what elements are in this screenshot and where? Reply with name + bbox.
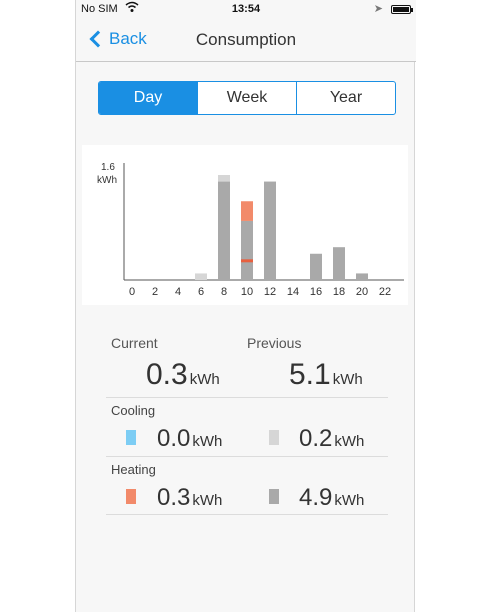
previous-label: Previous: [247, 335, 302, 351]
tab-week[interactable]: Week: [198, 82, 297, 114]
period-segmented-control: Day Week Year: [98, 81, 396, 115]
x-tick-label: 2: [152, 286, 158, 298]
cooling-current-unit: kWh: [192, 433, 223, 450]
chart-bars: [195, 175, 368, 280]
cooling-previous-unit: kWh: [334, 433, 365, 450]
heating-previous-unit: kWh: [334, 492, 365, 509]
carrier-label: No SIM: [81, 3, 118, 15]
heating-label: Heating: [111, 462, 156, 477]
cooling-current: 0.0 kWh: [157, 425, 222, 453]
chart-bar: [218, 175, 230, 182]
current-total-value: 0.3: [146, 358, 188, 391]
heating-current-swatch: [126, 489, 136, 504]
x-tick-label: 16: [310, 286, 322, 298]
previous-total-value: 5.1: [289, 358, 331, 391]
status-time: 13:54: [231, 3, 261, 15]
cooling-previous: 0.2 kWh: [299, 425, 364, 453]
chart-svg: 1.6 kWh 0 2 4 6 8 10 12 14 16 18 20 22: [97, 162, 404, 298]
x-tick-label: 20: [356, 286, 368, 298]
chart-bar: [264, 181, 276, 280]
x-tick-label: 4: [175, 286, 181, 298]
cooling-current-swatch: [126, 430, 136, 445]
y-tick-value: 1.6: [101, 162, 115, 173]
phone-screen: No SIM 13:54 ➤ Back Consumption Day Week…: [75, 0, 416, 612]
status-bar: No SIM 13:54 ➤: [76, 0, 416, 20]
current-total-unit: kWh: [189, 371, 220, 388]
x-tick-label: 18: [333, 286, 345, 298]
cooling-label: Cooling: [111, 403, 156, 418]
divider: [106, 514, 388, 515]
chart-bar: [241, 220, 253, 280]
previous-total-unit: kWh: [332, 371, 363, 388]
previous-total: 5.1 kWh: [289, 358, 363, 392]
back-button-label: Back: [109, 29, 147, 48]
current-total: 0.3 kWh: [146, 358, 220, 392]
wifi-icon: [125, 1, 139, 16]
heating-previous: 4.9 kWh: [299, 484, 364, 512]
heating-previous-swatch: [269, 489, 279, 504]
cooling-previous-swatch: [269, 430, 279, 445]
chart-bar: [310, 253, 322, 280]
x-tick-label: 22: [379, 286, 391, 298]
cooling-current-value: 0.0: [157, 425, 191, 452]
navigation-bar: Back Consumption: [76, 20, 416, 62]
battery-icon: [391, 5, 413, 14]
tab-day[interactable]: Day: [99, 82, 198, 114]
heating-current-value: 0.3: [157, 484, 191, 511]
x-tick-label: 12: [264, 286, 276, 298]
tab-year[interactable]: Year: [329, 89, 363, 106]
x-tick-label: 6: [198, 286, 204, 298]
divider: [106, 456, 388, 457]
chart-bar: [195, 273, 207, 280]
x-tick-labels: 0 2 4 6 8 10 12 14 16 18 20 22: [129, 286, 391, 298]
heating-previous-value: 4.9: [299, 484, 333, 511]
chart-bar: [356, 273, 368, 280]
chart-bar: [333, 247, 345, 280]
location-arrow-icon: ➤: [373, 3, 383, 15]
x-tick-label: 10: [241, 286, 253, 298]
page-title: Consumption: [195, 30, 297, 49]
current-label: Current: [111, 335, 158, 351]
heating-current-unit: kWh: [192, 492, 223, 509]
current-hour-marker: [241, 259, 253, 263]
cooling-previous-value: 0.2: [299, 425, 333, 452]
divider: [106, 397, 388, 398]
x-tick-label: 14: [287, 286, 299, 298]
consumption-chart: 1.6 kWh 0 2 4 6 8 10 12 14 16 18 20 22: [82, 145, 408, 305]
back-button[interactable]: Back: [88, 29, 147, 49]
chart-bar: [241, 201, 253, 221]
x-tick-label: 8: [221, 286, 227, 298]
y-tick-unit: kWh: [97, 175, 117, 186]
x-tick-label: 0: [129, 286, 135, 298]
heating-current: 0.3 kWh: [157, 484, 222, 512]
chart-bar: [218, 181, 230, 280]
